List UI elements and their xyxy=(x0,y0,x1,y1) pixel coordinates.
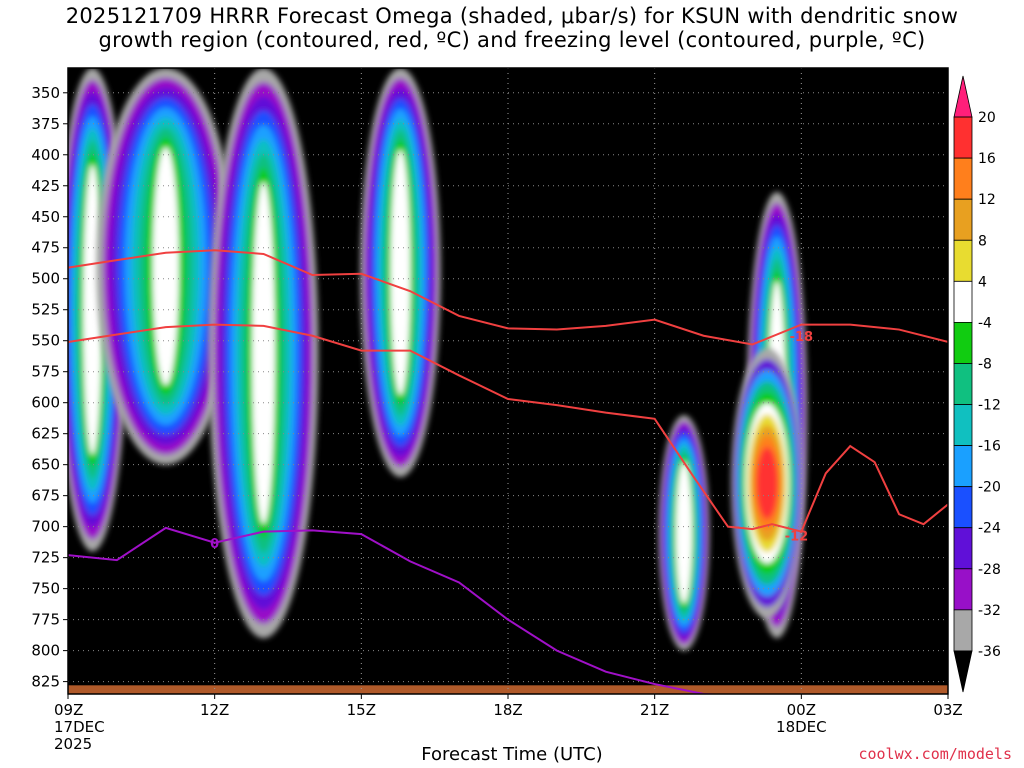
x-sublabel-5-0: 18DEC xyxy=(776,718,827,736)
x-tick-label-0: 09Z xyxy=(54,701,83,719)
y-tick-label-675: 675 xyxy=(31,487,60,505)
x-tick-label-2: 15Z xyxy=(347,701,376,719)
omega-band-8 xyxy=(252,182,275,525)
y-tick-label-725: 725 xyxy=(31,549,60,567)
colorbar-seg-6 xyxy=(953,321,973,364)
colorbar-label-13: -36 xyxy=(978,644,1001,660)
strong-core-band-9 xyxy=(756,447,778,520)
colorbar-seg-5 xyxy=(953,280,973,323)
contour--18 xyxy=(68,249,948,346)
colorbar-seg-9 xyxy=(953,445,973,488)
colorbar-label-12: -32 xyxy=(978,603,1001,619)
x-axis-title: Forecast Time (UTC) xyxy=(421,744,603,765)
colorbar-seg-11 xyxy=(953,527,973,570)
x-tick-label-1: 12Z xyxy=(200,701,229,719)
contour-label-2: 0 xyxy=(210,537,219,552)
colorbar: 20 16 12 8 4 -4 -8 -12 -16 -20 -24 -28 -32 -36 xyxy=(953,75,1001,693)
omega-core-5 xyxy=(658,415,710,651)
colorbar-seg-0 xyxy=(953,75,973,118)
omega-core-3 xyxy=(360,68,441,478)
credit-link[interactable]: coolwx.com/models xyxy=(858,745,1012,763)
colorbar-label-3: 8 xyxy=(978,233,987,249)
y-tick-label-500: 500 xyxy=(31,270,60,288)
colorbar-label-9: -20 xyxy=(978,480,1001,496)
x-tick-label-5: 00Z xyxy=(787,701,816,719)
y-tick-label-700: 700 xyxy=(31,518,60,536)
colorbar-seg-1 xyxy=(953,116,973,159)
y-tick-label-525: 525 xyxy=(31,301,60,319)
terrain-strip xyxy=(68,685,948,694)
colorbar-seg-7 xyxy=(953,363,973,405)
contour-0 xyxy=(68,526,724,694)
contour-lines: -18 -12 0 xyxy=(68,249,948,694)
omega-band-8 xyxy=(152,147,179,386)
colorbar-label-10: -24 xyxy=(978,521,1001,537)
colorbar-seg-12 xyxy=(953,568,973,611)
colorbar-seg-14 xyxy=(953,650,973,693)
y-tick-label-750: 750 xyxy=(31,580,60,598)
omega-field xyxy=(68,68,948,694)
colorbar-seg-4 xyxy=(953,239,973,282)
omega-band-8 xyxy=(390,149,411,396)
x-sublabel-0-1: 2025 xyxy=(54,735,92,753)
y-tick-label-400: 400 xyxy=(31,146,60,164)
colorbar-seg-13 xyxy=(953,609,973,652)
colorbar-label-1: 16 xyxy=(978,151,996,167)
x-tick-label-3: 18Z xyxy=(493,701,522,719)
colorbar-label-11: -28 xyxy=(978,562,1001,578)
gridlines xyxy=(68,68,948,694)
chart-title-line2: growth region (contoured, red, ºC) and f… xyxy=(98,28,926,52)
colorbar-label-8: -16 xyxy=(978,439,1001,455)
y-tick-label-650: 650 xyxy=(31,456,60,474)
y-tick-label-825: 825 xyxy=(31,673,60,691)
y-tick-label-475: 475 xyxy=(31,239,60,257)
y-tick-label-575: 575 xyxy=(31,363,60,381)
colorbar-seg-3 xyxy=(953,198,973,241)
colorbar-label-0: 20 xyxy=(978,110,996,126)
omega-core-2 xyxy=(208,68,319,639)
colorbar-label-2: 12 xyxy=(978,192,996,208)
chart-title: 2025121709 HRRR Forecast Omega (shaded, … xyxy=(0,4,1024,52)
y-tick-label-375: 375 xyxy=(31,115,60,133)
colorbar-seg-10 xyxy=(953,486,973,529)
omega-band-8 xyxy=(675,462,693,604)
contour-label-1: -12 xyxy=(785,529,809,544)
y-tick-label-775: 775 xyxy=(31,611,60,629)
colorbar-label-4: 4 xyxy=(978,274,987,290)
y-tick-label-600: 600 xyxy=(31,394,60,412)
strong-core xyxy=(731,348,804,619)
contour--12 xyxy=(68,323,948,533)
y-tick-label-425: 425 xyxy=(31,177,60,195)
colorbar-label-7: -12 xyxy=(978,398,1001,414)
colorbar-seg-8 xyxy=(953,404,973,446)
x-tick-label-6: 03Z xyxy=(933,701,962,719)
x-tick-label-4: 21Z xyxy=(640,701,669,719)
colorbar-seg-2 xyxy=(953,157,973,200)
axes: 350 375 400 425 450 475 500 525 550 575 600 625 650 6… xyxy=(31,67,963,753)
contour-label-0: -18 xyxy=(790,330,814,345)
colorbar-label-5: -4 xyxy=(978,315,992,331)
y-tick-label-625: 625 xyxy=(31,425,60,443)
x-sublabel-0-0: 17DEC xyxy=(54,718,105,736)
chart-title-line1: 2025121709 HRRR Forecast Omega (shaded, … xyxy=(65,4,959,28)
y-tick-label-450: 450 xyxy=(31,208,60,226)
y-tick-label-350: 350 xyxy=(31,84,60,102)
colorbar-label-6: -8 xyxy=(978,356,992,372)
y-tick-label-550: 550 xyxy=(31,332,60,350)
y-tick-label-800: 800 xyxy=(31,642,60,660)
